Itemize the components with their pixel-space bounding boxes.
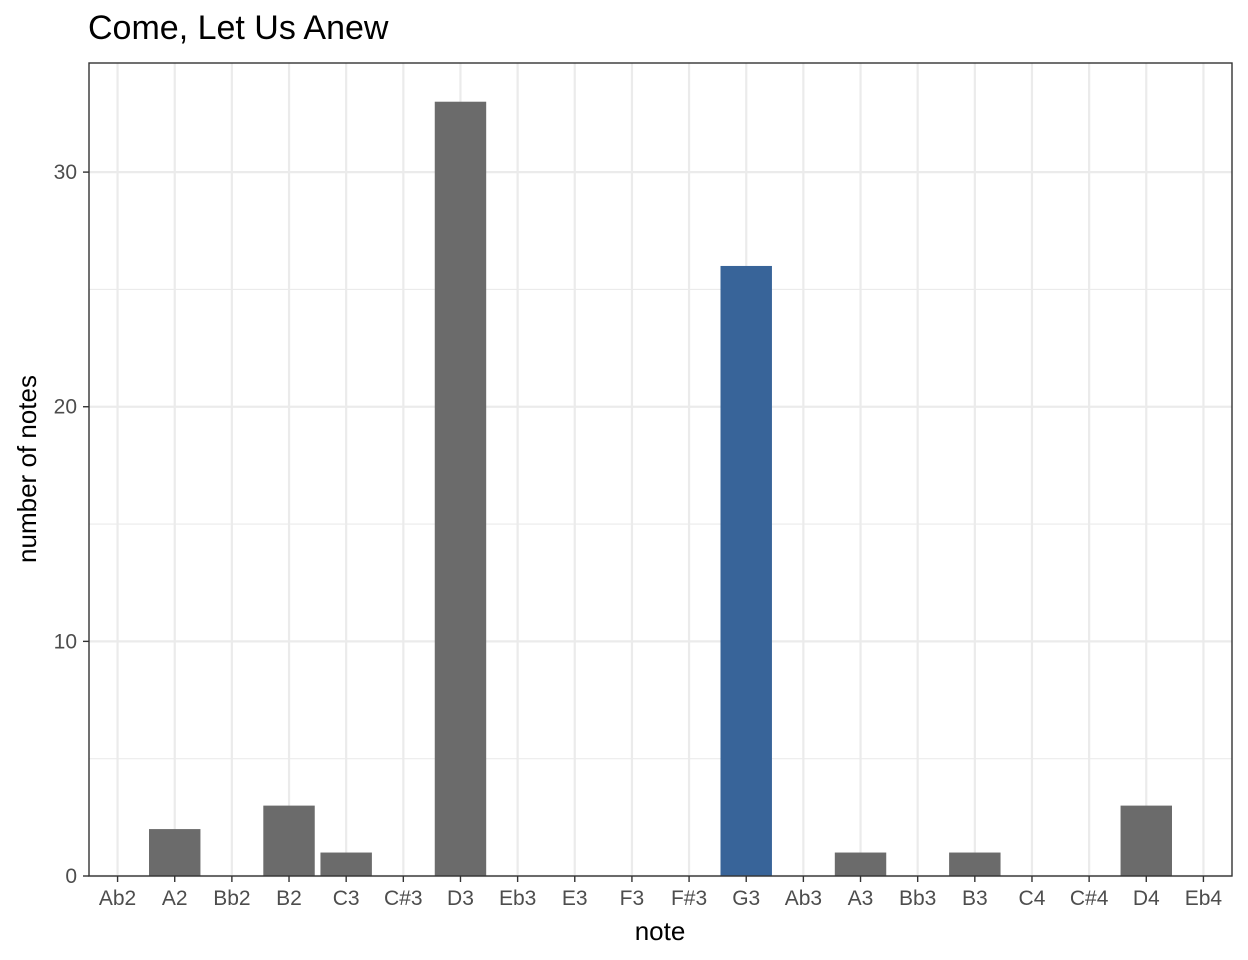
x-tick-label: A3 [848, 887, 874, 910]
y-axis-title: number of notes [12, 375, 42, 563]
bar-a3 [834, 852, 887, 876]
x-tick-label: C3 [333, 887, 360, 910]
bar-d3 [434, 101, 487, 876]
x-tick-label: C#3 [384, 887, 423, 910]
bar-b2 [263, 805, 315, 876]
bar-c3 [320, 852, 372, 876]
x-tick-label: B2 [276, 887, 302, 910]
x-tick-label: Bb2 [213, 887, 250, 910]
x-tick-label: D3 [447, 887, 474, 910]
bar-b3 [949, 852, 1001, 876]
x-tick-label: Ab2 [99, 887, 136, 910]
x-tick-label: F#3 [671, 887, 707, 910]
x-tick-label: Eb3 [499, 887, 536, 910]
x-tick-label: C#4 [1070, 887, 1109, 910]
x-tick-label: E3 [562, 887, 588, 910]
x-tick-label: B3 [962, 887, 988, 910]
y-tick-label: 30 [54, 161, 77, 184]
y-tick-label: 10 [54, 630, 77, 653]
x-tick-label: A2 [162, 887, 188, 910]
chart-title: Come, Let Us Anew [88, 9, 389, 47]
panel-border [88, 62, 1233, 877]
x-tick-label: Eb4 [1185, 887, 1223, 910]
x-tick-label: Ab3 [785, 887, 822, 910]
y-axis: 0 10 20 30 [54, 161, 89, 888]
bar-d4 [1120, 805, 1172, 876]
y-tick-label: 0 [65, 865, 77, 888]
x-tick-label: D4 [1133, 887, 1160, 910]
x-tick-label: F3 [620, 887, 645, 910]
y-tick-label: 20 [54, 396, 77, 419]
bar-a2 [149, 829, 201, 876]
bars [149, 101, 1172, 877]
x-tick-label: G3 [732, 887, 760, 910]
x-axis: Ab2 A2 Bb2 B2 C3 C#3 D3 Eb3 E3 F3 F#3 G3 Ab3 A3 Bb3 B3 C… [99, 876, 1223, 910]
grid [89, 63, 1232, 878]
x-tick-label: C4 [1019, 887, 1046, 910]
bar-g3 [720, 265, 772, 877]
x-axis-title: note [635, 916, 686, 946]
x-tick-label: Bb3 [899, 887, 936, 910]
